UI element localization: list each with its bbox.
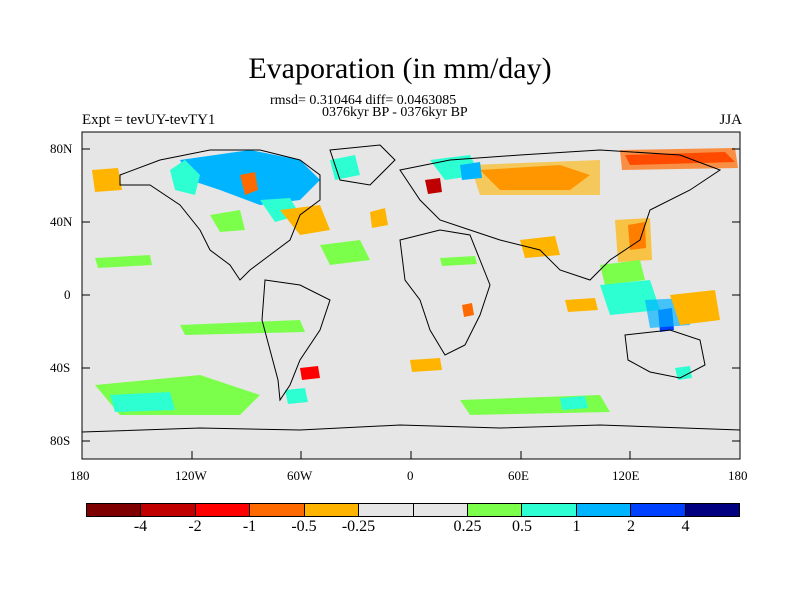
colorbar-swatch bbox=[359, 504, 414, 516]
anomaly-alaska-orange bbox=[92, 168, 122, 192]
colorbar-label: -4 bbox=[133, 518, 148, 535]
lon-tick-label: 120W bbox=[175, 468, 207, 483]
colorbar-swatch bbox=[141, 504, 196, 516]
colorbar-swatch bbox=[250, 504, 305, 516]
anomaly-africa-orange bbox=[462, 303, 474, 317]
anomaly-eastasia-orange bbox=[615, 218, 652, 262]
lon-tick-label: 60E bbox=[508, 468, 529, 483]
australia-coast bbox=[624, 329, 706, 379]
stats-subtitle: rmsd= 0.310464 diff= 0.0463085 bbox=[270, 93, 457, 108]
colorbar-label: -1 bbox=[242, 518, 257, 535]
lon-tick-label: 60W bbox=[287, 468, 313, 483]
anomaly-sahel-green bbox=[440, 256, 477, 266]
africa-coast bbox=[399, 229, 491, 356]
colorbar-swatch bbox=[522, 504, 577, 516]
anomaly-pacific-orange bbox=[670, 290, 720, 325]
greenland-coast bbox=[329, 144, 396, 186]
colorbar-swatch bbox=[87, 504, 142, 516]
colorbar-swatch bbox=[576, 504, 632, 516]
anomaly-south-pacific-orange bbox=[410, 358, 442, 372]
eurasia-coast bbox=[399, 149, 722, 281]
season-label: JJA bbox=[719, 112, 742, 128]
anomaly-arabia-orange bbox=[520, 236, 560, 258]
anomaly-siberia-yellow bbox=[470, 160, 600, 195]
anomaly-australia-cyan bbox=[675, 366, 692, 380]
colorbar-swatch bbox=[467, 504, 523, 516]
lat-tick-label: 0 bbox=[64, 287, 71, 302]
lat-tick-label: 80S bbox=[50, 433, 71, 448]
colorbar-swatch bbox=[631, 504, 686, 516]
anomaly-europe-red bbox=[425, 178, 442, 194]
anomaly-indian-orange bbox=[565, 298, 598, 312]
anomaly-east-pacific-green bbox=[95, 255, 152, 268]
colorbar bbox=[86, 503, 740, 517]
north-america-coast bbox=[119, 149, 321, 281]
anomaly-eastasia-green bbox=[600, 260, 645, 285]
anomaly-field bbox=[92, 148, 738, 415]
colorbar-swatch bbox=[195, 504, 251, 516]
anomaly-south-indian-cyan bbox=[560, 396, 588, 410]
anomaly-canada-orange bbox=[240, 172, 258, 195]
colorbar-label: -2 bbox=[188, 518, 202, 535]
period-subtitle: 0376kyr BP - 0376kyr BP bbox=[322, 105, 468, 120]
plot-title: Evaporation (in mm/day) bbox=[248, 52, 552, 85]
anomaly-atlantic-yellow bbox=[370, 208, 388, 228]
lon-tick-label: 120E bbox=[612, 468, 640, 483]
colorbar-label: 0.25 bbox=[453, 518, 482, 535]
coastlines bbox=[81, 144, 741, 433]
antarctica-coast bbox=[81, 424, 741, 433]
colorbar-label: -0.5 bbox=[291, 518, 317, 535]
colorbar-label: -0.25 bbox=[341, 518, 376, 535]
anomaly-south-atlantic-cyan bbox=[285, 388, 308, 404]
anomaly-equatorial-green bbox=[180, 320, 305, 335]
colorbar-label: 2 bbox=[627, 518, 635, 535]
lat-tick-label: 80N bbox=[50, 141, 73, 156]
axis-ticks bbox=[81, 148, 741, 459]
lat-tick-label: 40N bbox=[50, 214, 73, 229]
colorbar-swatch bbox=[413, 504, 468, 516]
anomaly-us-yellow bbox=[280, 205, 330, 235]
anomaly-south-pacific-cyan bbox=[110, 392, 175, 412]
colorbar-label: 4 bbox=[681, 518, 690, 535]
anomaly-canada-cyan bbox=[170, 160, 200, 195]
south-america-coast bbox=[261, 279, 331, 402]
colorbar-swatch bbox=[685, 504, 740, 516]
lon-tick-label: 180 bbox=[70, 468, 90, 483]
lat-tick-label: 40S bbox=[50, 360, 71, 375]
experiment-label: Expt = tevUY-tevTY1 bbox=[82, 112, 216, 128]
anomaly-us-green bbox=[210, 210, 245, 232]
colorbar-label: 1 bbox=[572, 518, 581, 535]
colorbar-label: 0.5 bbox=[512, 518, 532, 535]
anomaly-south-america-red bbox=[300, 366, 320, 380]
anomaly-atlantic-green bbox=[320, 240, 370, 265]
anomaly-arctic-orange bbox=[620, 148, 738, 170]
lon-tick-label: 0 bbox=[407, 468, 414, 483]
colorbar-swatch bbox=[304, 504, 360, 516]
lon-tick-label: 180 bbox=[728, 468, 748, 483]
anomaly-indonesia-cyan bbox=[600, 280, 660, 315]
anomaly-scandinavia-blue bbox=[460, 162, 482, 180]
